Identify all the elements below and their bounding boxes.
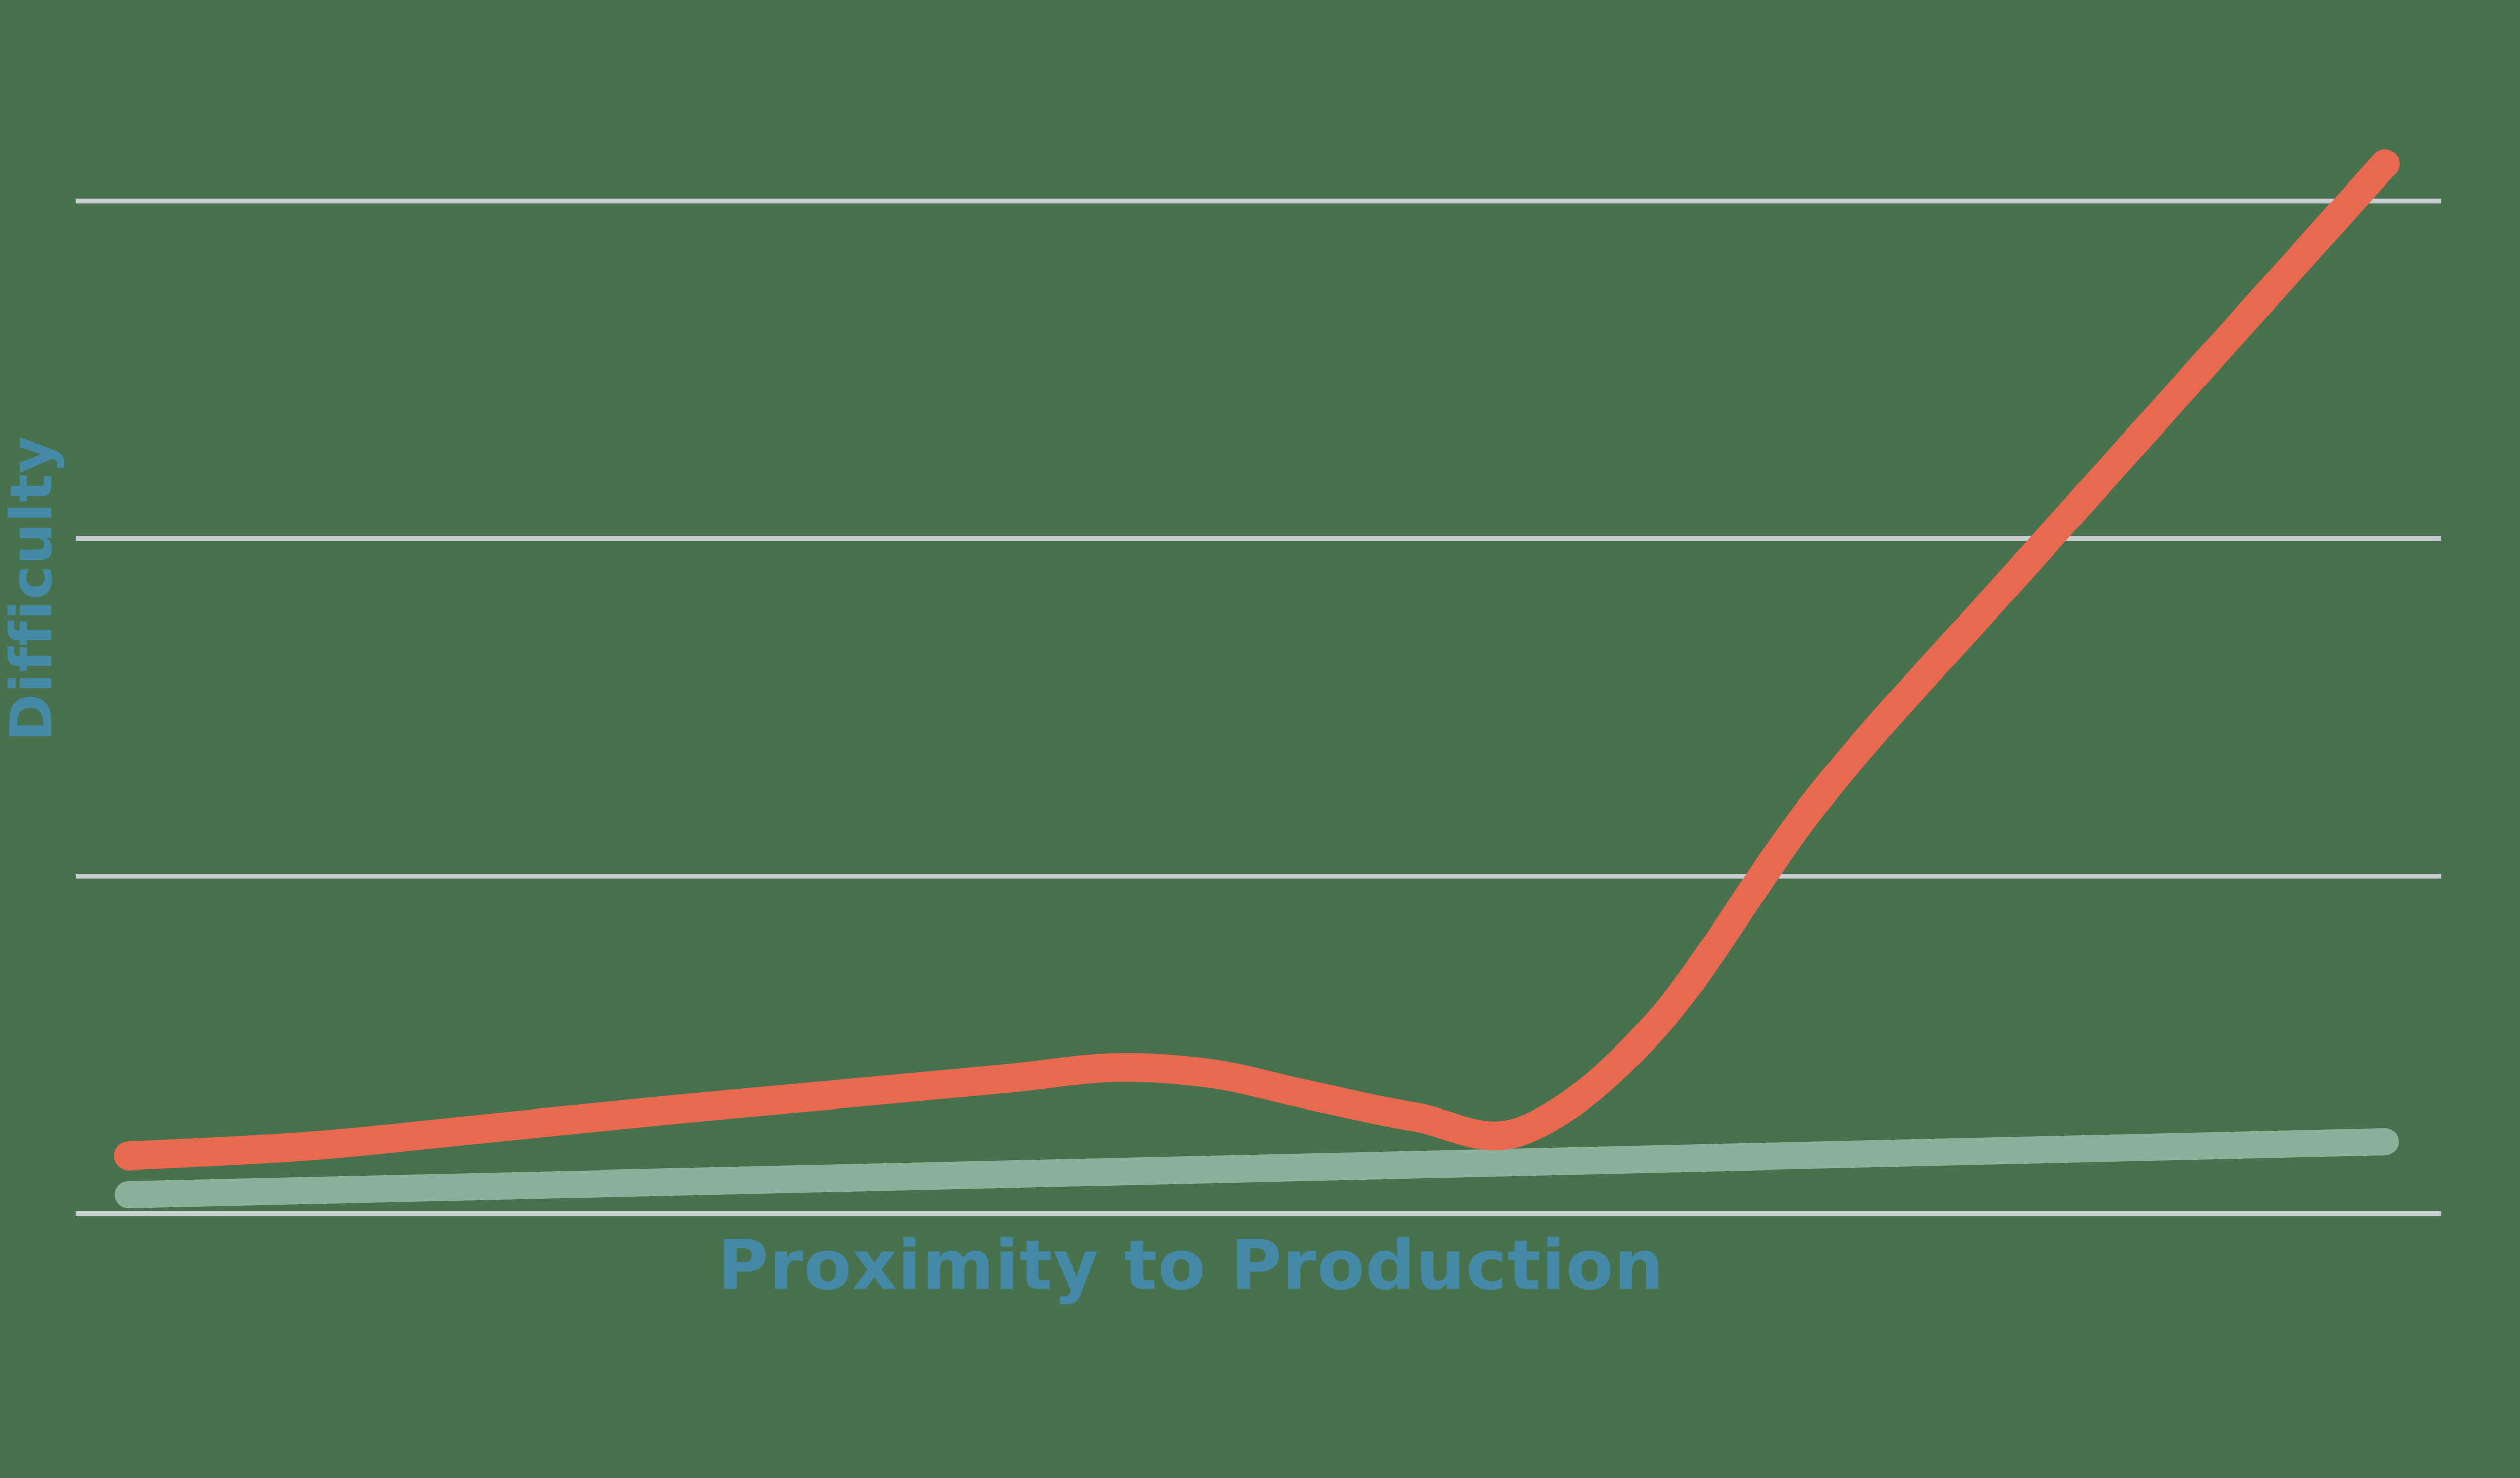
y-axis-label: Difficulty [0, 435, 66, 742]
green-baseline-line [115, 1128, 2399, 1208]
gridlines [75, 198, 2441, 1216]
chart-canvas: Difficulty Proximity to Production [0, 149, 2441, 1306]
line-chart: Difficulty Proximity to Production [0, 149, 2441, 1306]
x-axis-label: Proximity to Production [718, 1225, 1664, 1306]
series-lines [114, 149, 2400, 1208]
red-difficulty-curve [114, 149, 2400, 1171]
